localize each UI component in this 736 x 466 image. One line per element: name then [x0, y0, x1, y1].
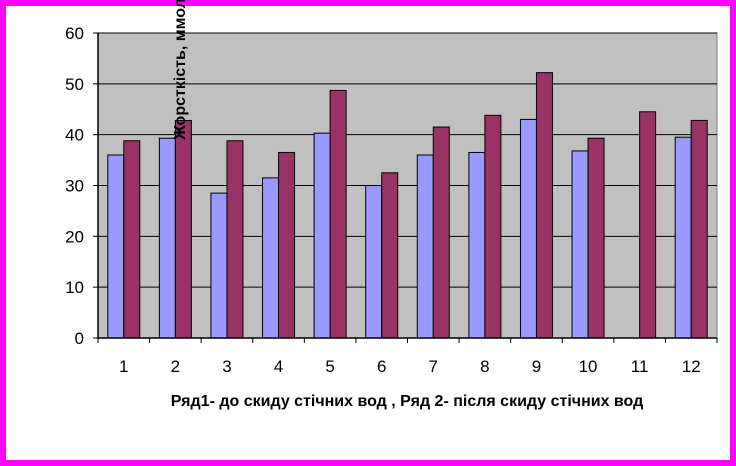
- x-tick-label: 2: [171, 357, 180, 376]
- bar-series-2-cat-12: [690, 119, 708, 339]
- y-tick-label: 20: [65, 227, 84, 246]
- bar-series-2-cat-10: [587, 137, 605, 339]
- y-tick-label: 40: [65, 126, 84, 145]
- bar-series-2-cat-3: [226, 140, 244, 339]
- x-tick-label: 3: [222, 357, 231, 376]
- bar-series-2-cat-9: [535, 72, 553, 339]
- bar-series-2-cat-4: [278, 151, 296, 339]
- x-tick-label: 9: [532, 357, 541, 376]
- y-tick-label: 10: [65, 278, 84, 297]
- bar-series-2-cat-1: [123, 140, 141, 339]
- bar-series-1-cat-4: [262, 177, 280, 339]
- gridlines: [98, 32, 717, 288]
- x-tick-label: 12: [682, 357, 701, 376]
- bar-series-1-cat-7: [416, 154, 434, 339]
- y-tick-label: 30: [65, 177, 84, 196]
- bar-series-2-cat-7: [432, 126, 450, 339]
- bar-series-1-cat-1: [107, 154, 125, 339]
- y-tick-label: 60: [65, 24, 84, 43]
- bar-series-2-cat-8: [484, 114, 502, 339]
- y-axis-ticks: 0 10 20 30 40 50 60: [65, 24, 98, 348]
- x-tick-label: 11: [631, 357, 649, 376]
- bar-series-2-cat-6: [381, 172, 399, 339]
- y-tick-label: 0: [75, 329, 84, 348]
- x-tick-label: 7: [429, 357, 438, 376]
- bar-series-1-cat-5: [313, 132, 331, 339]
- bar-series-1-cat-9: [519, 118, 537, 339]
- x-tick-label: 6: [377, 357, 386, 376]
- x-tick-label: 5: [325, 357, 334, 376]
- bar-series-1-cat-3: [210, 192, 228, 339]
- x-tick-label: 10: [579, 357, 598, 376]
- x-tick-label: 1: [119, 357, 128, 376]
- bar-series-2-cat-2: [174, 119, 192, 339]
- bar-series-2-cat-5: [329, 89, 347, 339]
- bar-series-1-cat-12: [674, 136, 692, 339]
- y-tick-label: 50: [65, 75, 84, 94]
- x-tick-label: 8: [480, 357, 489, 376]
- x-tick-label: 4: [274, 357, 283, 376]
- bar-series-1-cat-10: [571, 150, 589, 339]
- bar-series-2-cat-11: [639, 111, 657, 339]
- bar-series-1-cat-8: [468, 151, 486, 339]
- x-axis-title: Ряд1- до скиду стічних вод , Ряд 2- післ…: [171, 393, 644, 410]
- bar-series-1-cat-6: [365, 185, 383, 339]
- y-axis-title: Жорсткість, ммоль/дм куб.: [172, 0, 189, 141]
- x-axis-ticks: 1 2 3 4 5 6 7 8 9 10 11 12: [97, 338, 718, 376]
- bar-series-1-cat-2: [158, 137, 176, 339]
